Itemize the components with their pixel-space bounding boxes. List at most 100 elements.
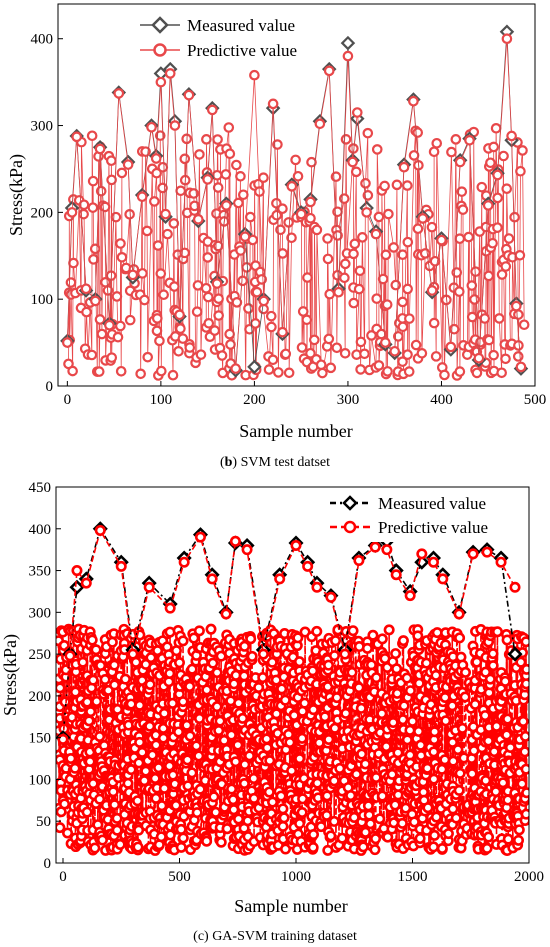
chart-b-0-predictive-point [66,207,78,218]
chart-b-0-xtick-label: 300 [337,392,360,408]
chart-b-frame [57,3,536,387]
chart-b-0-predictive-point [333,286,344,298]
legend-b-measured-label: Measured value [187,16,295,35]
chart-b-ticks: 0 100 200 300 400 500 0 100 200 300 400 [31,32,547,408]
chart-b-0-predictive-point [277,326,288,338]
chart-b-0-measured-point [340,35,356,51]
chart-b-0-predictive-point [71,131,83,143]
chart-b-0-predictive-point [202,174,213,185]
chart-b-0-series-predictive [62,33,527,374]
chart-b-0-predictive-point [150,153,162,164]
chart-b-0-ytick-label: 100 [31,292,54,308]
chart-c-1-predictive-point [57,733,69,745]
chart-b-0-predictive-point [515,361,527,373]
chart-c-legend: Measured value Predictive value [322,490,522,542]
chart-c-1-predictive-point [220,608,232,620]
chart-b-0-predictive-point [351,107,363,118]
chart-b: 0 100 200 300 400 500 0 100 200 300 400 Sample num… [6,3,547,470]
chart-b-0-predictive-point [230,363,242,374]
chart-b-0-predictive-point [389,345,401,357]
chart-c-caption: (c) GA-SVM training dataset [193,929,357,944]
chart-b-0-xtick-label: 100 [150,392,173,408]
chart-b-0-predictive-point [445,341,457,353]
chart-c-1-ytick-label: 100 [29,772,52,788]
chart-b-ylabel: Stress(kPa) [6,154,27,236]
chart-b-0-xtick-label: 400 [430,392,453,408]
chart-b-0-ytick-label: 200 [31,205,54,221]
chart-b-0-predictive-point [342,50,354,62]
chart-b-0-predictive-point [501,33,513,45]
chart-c-1-predictive-point [164,602,176,614]
chart-c-1-predictive-point [353,555,365,567]
chart-c-1-predictive-point [416,548,428,560]
chart-c-1-predictive-point [194,531,206,543]
chart-b-0-ytick-label: 0 [46,379,54,395]
chart-b-0-predictive-point [174,309,185,321]
chart-b-0-predictive-point [323,65,335,77]
chart-b-0-predictive-point [221,200,232,211]
chart-c-1-measured-point [69,579,85,595]
chart-b-0-predictive-point [347,156,358,168]
chart-b-0-predictive-point [258,295,270,307]
chart-c-1-xtick-label: 1500 [397,869,427,885]
chart-c-1-predictive-point [325,591,337,603]
chart-c-1-predictive-point [127,648,139,660]
chart-b-0-predictive-point [380,337,391,348]
chart-b-plot-area [60,24,530,381]
chart-c-frame [55,486,530,864]
chart-b-0-predictive-point [122,159,134,170]
chart-c-1-predictive-point [71,565,83,577]
chart-b-0-predictive-point [160,208,171,220]
chart-c-1-ytick-label: 50 [36,814,51,830]
chart-b-caption: (b) SVM test datset [220,455,330,470]
chart-b-0-predictive-point [211,278,223,289]
chart-c-1-predictive-point [437,573,449,585]
chart-c: 0 500 1000 1500 2000 0 50 100 150 200 250 300 350 400… [0,480,544,944]
chart-c-1-predictive-point [495,556,507,568]
chart-b-0-predictive-point [506,130,517,142]
chart-b-0-predictive-point [104,319,115,331]
chart-c-ylabel: Stress(kPa) [0,634,21,716]
chart-b-0-predictive-point [492,169,503,181]
chart-b-0-predictive-point [426,285,438,296]
chart-b-0-predictive-point [295,208,307,220]
chart-b-0-predictive-point [286,181,298,192]
chart-c-1-predictive-point [467,548,479,560]
chart-c-1-predictive-point [339,648,351,660]
chart-b-0-predictive-point [136,191,148,203]
legend-b-predictive-marker [153,43,167,57]
chart-c-1-predictive-point [481,546,493,558]
chart-c-1-predictive-point [229,535,241,547]
chart-b-0-predictive-point [454,156,466,168]
chart-b-0-predictive-point [192,214,204,225]
chart-b-0-predictive-point [239,231,251,242]
chart-b-0-predictive-point [164,68,176,79]
chart-b-0-predictive-point [464,135,475,146]
chart-c-1-predictive-point [381,544,393,556]
chart-c-1-predictive-point [453,608,465,620]
chart-b-0-xtick-label: 500 [524,392,547,408]
chart-b-0-predictive-point [207,104,218,116]
chart-c-1-ytick-label: 0 [44,856,52,872]
chart-c-1-xtick-label: 500 [168,869,191,885]
chart-c-ticks: 0 500 1000 1500 2000 0 50 100 150 200 250 300 350 400… [29,480,545,885]
chart-b-0-xtick-label: 0 [64,392,72,408]
legend-c-measured-marker [342,495,358,511]
chart-b-0-predictive-point [249,69,260,81]
chart-b-0-dense-texture [63,122,530,381]
chart-b-0-xtick-label: 200 [243,392,266,408]
chart-b-0-predictive-point [90,295,101,307]
chart-b-0-predictive-point [183,89,195,101]
chart-b-legend: Measured value Predictive value [140,16,297,60]
chart-c-1-xtick-label: 0 [59,869,67,885]
chart-b-0-ytick-label: 400 [31,32,54,48]
chart-b-0-predictive-point [127,269,139,281]
legend-c-predictive-label: Predictive value [378,518,488,537]
chart-c-1-predictive-point [257,648,269,660]
chart-b-0-predictive-point [436,234,447,246]
legend-c-measured-label: Measured value [378,494,486,513]
chart-b-0-predictive-point [314,118,326,130]
chart-b-0-predictive-point [94,143,106,155]
chart-b-0-predictive-point [80,283,92,295]
